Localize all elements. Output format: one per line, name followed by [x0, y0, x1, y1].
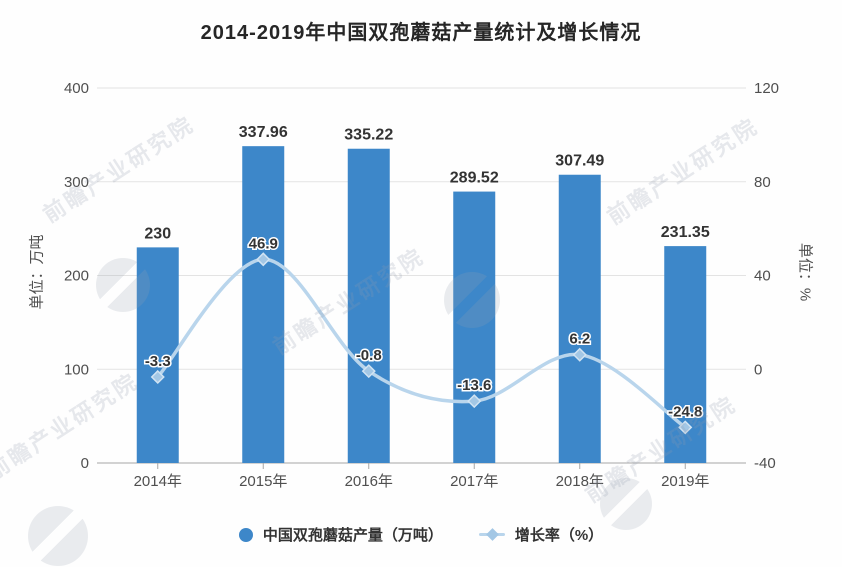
bar-value-label: 307.49 — [555, 153, 604, 170]
right-axis-tick-label: 120 — [754, 80, 779, 97]
bar-value-label: 231.35 — [661, 224, 710, 241]
line-value-label: 46.9 — [249, 235, 278, 252]
legend-label-growth-rate: 增长率（%） — [514, 527, 604, 544]
bar-value-label: 230 — [144, 225, 171, 242]
legend: 中国双孢蘑菇产量（万吨） 增长率（%） — [0, 524, 842, 545]
left-axis-tick-label: 400 — [64, 80, 89, 97]
bar-series-marker-icon — [238, 527, 253, 542]
line-point-2014年[interactable] — [150, 369, 165, 385]
right-axis-tick-label: 80 — [754, 174, 771, 191]
right-axis-tick-label: 40 — [754, 268, 771, 285]
bar-value-label: 337.96 — [239, 124, 288, 141]
left-axis-tick-label: 0 — [81, 455, 89, 472]
x-axis-category-label: 2014年 — [134, 473, 182, 490]
line-point-2017年[interactable] — [467, 394, 482, 409]
line-point-2015年[interactable] — [256, 252, 271, 267]
legend-item-production[interactable]: 中国双孢蘑菇产量（万吨） — [238, 524, 443, 545]
x-axis-category-label: 2019年 — [661, 473, 709, 490]
legend-label-production: 中国双孢蘑菇产量（万吨） — [262, 527, 443, 544]
bar-2016年[interactable] — [347, 148, 390, 463]
line-point-2016年[interactable] — [361, 364, 376, 379]
x-axis-category-label: 2017年 — [450, 473, 498, 490]
line-point-2018年[interactable] — [572, 347, 587, 362]
line-value-label: -13.6 — [457, 377, 491, 394]
bar-value-label: 335.22 — [344, 127, 393, 144]
chart-title: 2014-2019年中国双孢蘑菇产量统计及增长情况 — [200, 22, 642, 44]
x-axis-category-label: 2015年 — [239, 473, 287, 490]
bar-2018年[interactable] — [558, 174, 601, 463]
line-point-2019年[interactable] — [678, 420, 693, 435]
left-axis-tick-label: 100 — [64, 361, 89, 378]
left-axis-tick-label: 200 — [64, 268, 89, 285]
bar-2015年[interactable] — [242, 146, 285, 463]
left-axis-tick-label: 300 — [64, 174, 89, 191]
legend-item-growth-rate[interactable]: 增长率（%） — [478, 524, 604, 545]
diamond-marker-icon — [485, 528, 499, 541]
bar-value-label: 289.52 — [450, 170, 499, 187]
x-axis-category-label: 2016年 — [345, 473, 393, 490]
chart-canvas: 0 100 200 300 400 -40 0 40 80 120 2014年 2015年 2016年 2… — [64, 80, 779, 490]
line-value-label: 6.2 — [569, 331, 590, 348]
x-axis-category-label: 2018年 — [556, 473, 604, 490]
line-value-label: -3.3 — [145, 353, 171, 370]
right-axis-unit-label: 单位：% — [796, 242, 814, 302]
line-value-label: -24.8 — [668, 403, 702, 420]
right-axis-tick-label: -40 — [754, 455, 776, 472]
left-axis-unit-label: 单位：万吨 — [28, 234, 46, 310]
bar-2017年[interactable] — [453, 191, 496, 463]
line-series-marker-icon — [478, 528, 505, 541]
right-axis-tick-label: 0 — [754, 361, 762, 378]
line-value-label: -0.8 — [356, 347, 382, 364]
growth-rate-line — [156, 257, 687, 429]
